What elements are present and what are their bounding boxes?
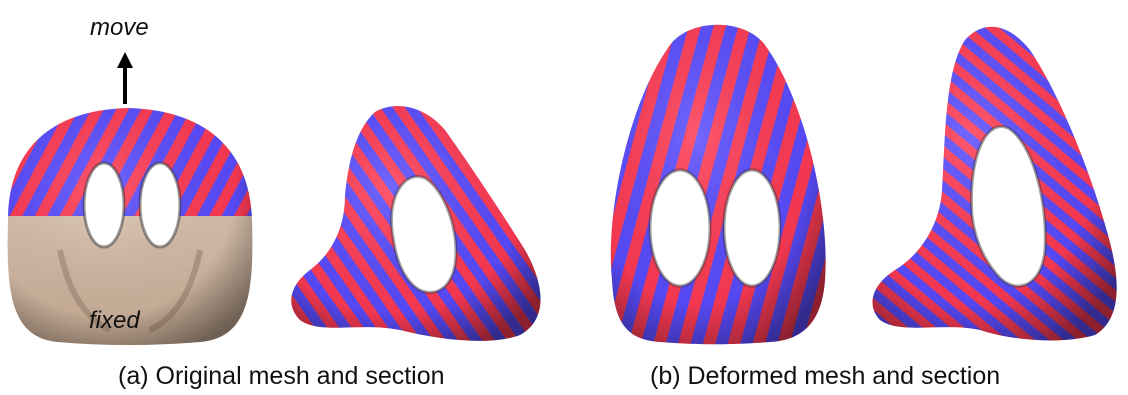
move-arrow-icon [117, 52, 133, 104]
deformed-section [872, 26, 1117, 341]
caption-b: (b) Deformed mesh and section [650, 362, 1001, 390]
original-section [291, 106, 541, 341]
move-label: move [90, 14, 149, 41]
deformed-mesh [610, 24, 826, 345]
original-mesh [7, 108, 253, 345]
caption-a: (a) Original mesh and section [118, 362, 445, 390]
fixed-label: fixed [89, 307, 140, 334]
